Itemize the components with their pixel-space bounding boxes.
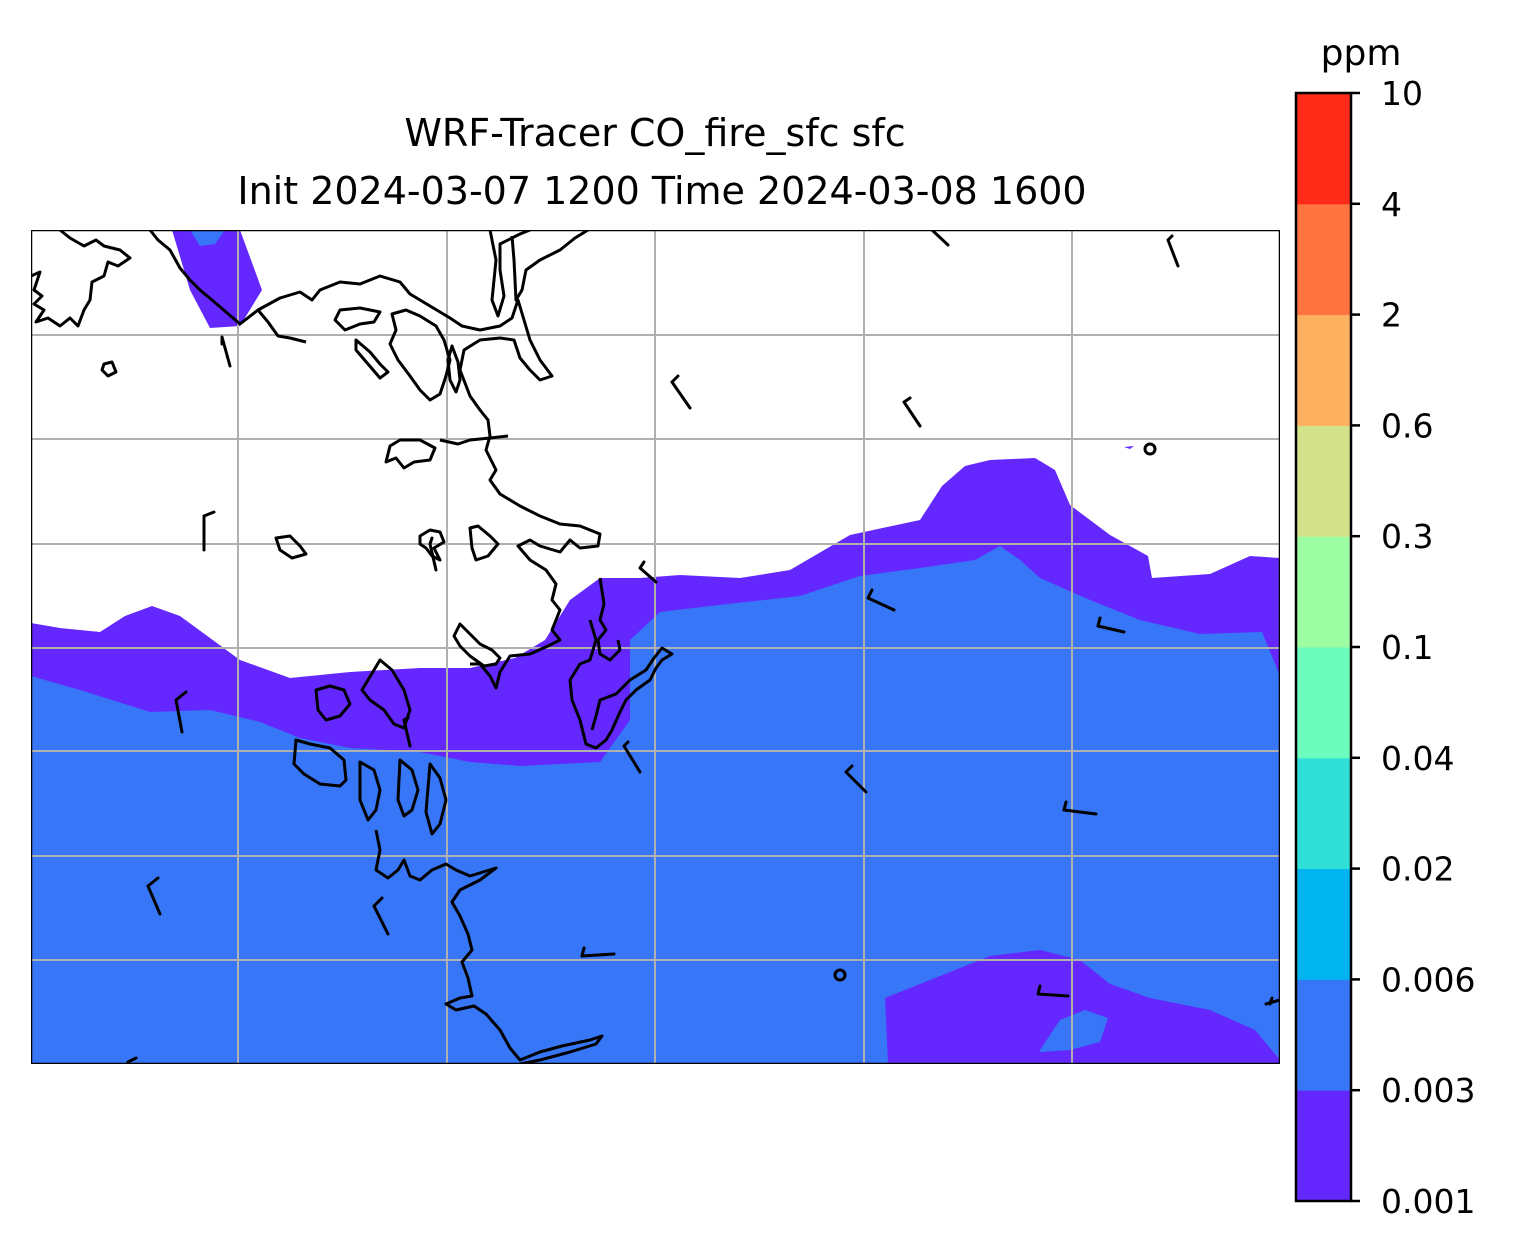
wind-barb — [1036, 984, 1070, 998]
wind-barb — [372, 896, 390, 936]
wind-barb — [638, 560, 658, 584]
concentration-bottom-patch — [885, 950, 1280, 1064]
chart-title-line2: Init 2024-03-07 1200 Time 2024-03-08 160… — [237, 169, 1086, 213]
colorbar-tick-label: 2 — [1381, 296, 1402, 335]
colorbar-segment — [1296, 203, 1351, 316]
chart-title-line1: WRF-Tracer CO_fire_sfc sfc — [404, 111, 905, 155]
concentration-top-patch — [172, 230, 262, 328]
colorbar-tick-label: 0.3 — [1381, 517, 1433, 556]
wind-barb — [126, 1056, 138, 1064]
wind-barb — [174, 690, 188, 734]
wind-barb — [146, 876, 162, 916]
wind-barb — [402, 716, 412, 748]
colorbar-unit-label: ppm — [1321, 33, 1402, 74]
colorbar: 0.001 0.003 0.006 0.02 0.04 0.1 0.3 0.6 2 4 10 ppm — [1294, 33, 1475, 1221]
colorbar-tick-label: 10 — [1381, 74, 1423, 113]
wind-barb — [866, 588, 896, 612]
colorbar-segment — [1296, 536, 1351, 648]
colorbar-segment — [1296, 757, 1351, 870]
wind-barb — [1264, 996, 1280, 1006]
colorbar-segment — [1296, 979, 1351, 1091]
colorbar-tick-label: 0.02 — [1381, 850, 1454, 889]
concentration-speck — [1124, 446, 1134, 449]
wind-barb — [220, 335, 232, 368]
wind-barb — [902, 396, 922, 428]
map-panel — [31, 230, 1280, 1064]
concentration-bottom-inner — [1040, 1010, 1108, 1052]
colorbar-tick-label: 0.6 — [1381, 406, 1433, 445]
colorbar-ticks: 0.001 0.003 0.006 0.02 0.04 0.1 0.3 0.6 2 4 10 — [1351, 74, 1475, 1221]
wind-barb — [622, 740, 642, 774]
wind-barb — [844, 764, 868, 794]
wind-barb — [670, 374, 692, 410]
wind-barb — [1062, 800, 1098, 816]
wind-barb — [580, 946, 616, 958]
colorbar-tick-label: 0.003 — [1381, 1071, 1475, 1110]
colorbar-tick-label: 0.04 — [1381, 739, 1454, 778]
colorbar-segment — [1296, 93, 1351, 205]
colorbar-segment — [1296, 647, 1351, 759]
colorbar-segment — [1296, 425, 1351, 537]
wind-barb — [1096, 616, 1126, 634]
wind-barb — [1166, 234, 1180, 268]
colorbar-segment — [1296, 314, 1351, 426]
wind-barbs — [126, 230, 1280, 1064]
colorbar-tick-label: 0.001 — [1381, 1182, 1475, 1221]
concentration-top-patch-inner — [190, 230, 225, 246]
colorbar-segment — [1296, 868, 1351, 980]
colorbar-segments — [1296, 93, 1351, 1202]
colorbar-segment — [1296, 1090, 1351, 1202]
wind-barb — [930, 230, 950, 247]
coastlines — [31, 230, 1157, 1064]
colorbar-tick-label: 4 — [1381, 185, 1402, 224]
wind-barb — [202, 510, 216, 552]
colorbar-tick-label: 0.006 — [1381, 960, 1475, 999]
wind-barb — [428, 536, 438, 572]
colorbar-tick-label: 0.1 — [1381, 628, 1433, 667]
